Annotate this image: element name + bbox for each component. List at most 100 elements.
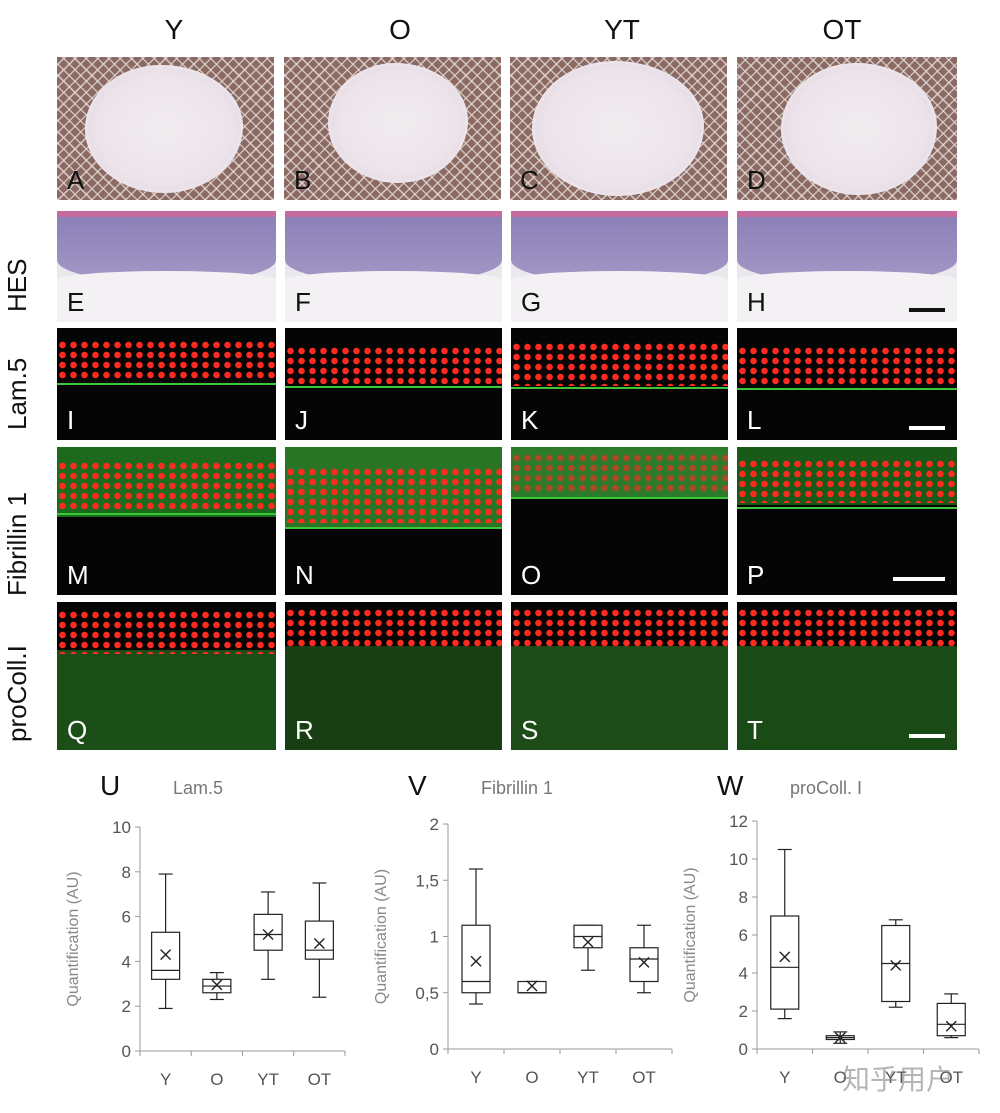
nuclei-band [57, 461, 276, 509]
row-label-hes: HES [2, 258, 32, 312]
y-tick-label: 2 [122, 997, 131, 1016]
panel-letter: A [67, 165, 85, 195]
nuclei-band [285, 467, 502, 523]
panel-t-procoll-stain: T [737, 602, 957, 750]
panel-b-macro-image: B [284, 57, 501, 200]
panel-g-hes-section: G [511, 211, 728, 322]
nuclei-band [511, 608, 728, 648]
y-tick-label: 0 [430, 1040, 439, 1059]
row-label-lam5: Lam.5 [2, 357, 32, 430]
epidermis [511, 211, 728, 281]
fibrillin-line [511, 497, 728, 499]
y-axis-label: Quantification (AU) [65, 871, 82, 1006]
y-tick-label: 12 [729, 812, 748, 831]
column-label-o: O [389, 14, 411, 45]
dermis [511, 271, 728, 322]
nuclei-band [737, 459, 957, 503]
panel-letter: F [295, 287, 311, 317]
epidermis [57, 211, 276, 281]
panel-letter: J [295, 405, 308, 435]
basement-membrane [285, 386, 502, 388]
scale-bar [909, 734, 945, 738]
mean-marker [779, 951, 791, 963]
panel-h-hes-section: H [737, 211, 957, 322]
skin-disc [328, 63, 468, 183]
x-tick-label: O [834, 1068, 847, 1087]
panel-letter: O [521, 560, 542, 590]
watermark: 知乎用户 [842, 1064, 955, 1095]
fibrillin-line [737, 507, 957, 509]
basement-membrane [511, 387, 728, 389]
y-tick-label: 4 [739, 964, 748, 983]
row-label-procoll: proColl.I [2, 645, 32, 742]
y-tick-label: 6 [739, 926, 748, 945]
panel-letter: R [295, 715, 314, 745]
panel-c-macro-image: C [510, 57, 727, 200]
x-tick-label: YT [257, 1070, 279, 1089]
mean-marker [582, 936, 594, 948]
x-tick-label: OT [632, 1068, 656, 1087]
panel-letter: M [67, 560, 89, 590]
panel-r-procoll-stain: R [285, 602, 502, 750]
scale-bar [893, 577, 945, 581]
panel-letter: G [521, 287, 542, 317]
panel-n-fibrillin-stain: N [285, 447, 502, 595]
y-tick-label: 1 [430, 928, 439, 947]
panel-letter: Q [67, 715, 88, 745]
mean-marker [470, 955, 482, 967]
mean-marker [313, 937, 325, 949]
panel-letter: E [67, 287, 85, 317]
panel-p-fibrillin-stain: P [737, 447, 957, 595]
epidermis [737, 211, 957, 281]
nuclei-band [57, 610, 276, 654]
nuclei-band [737, 346, 957, 386]
panel-q-procoll-stain: Q [57, 602, 276, 750]
dermis [57, 271, 276, 322]
mean-marker [211, 979, 223, 991]
box [253, 913, 283, 951]
box [770, 915, 800, 1010]
mean-marker [526, 980, 538, 992]
y-tick-label: 10 [729, 850, 748, 869]
panel-i-lam5-stain: I [57, 328, 276, 440]
box [304, 920, 334, 960]
panel-j-lam5-stain: J [285, 328, 502, 440]
x-tick-label: Y [779, 1068, 790, 1087]
fibrillin-line [285, 527, 502, 529]
panel-letter: B [294, 165, 312, 195]
x-tick-label: OT [939, 1068, 963, 1087]
chart-panel-letter: U [100, 770, 120, 801]
y-tick-label: 10 [112, 818, 131, 837]
y-tick-label: 0 [739, 1040, 748, 1059]
x-tick-label: OT [308, 1070, 332, 1089]
nuclei-band [57, 340, 276, 382]
nuclei-band [737, 608, 957, 648]
box [936, 1002, 966, 1037]
panel-d-macro-image: D [737, 57, 957, 200]
skin-disc [781, 63, 937, 195]
y-tick-label: 6 [122, 908, 131, 927]
y-tick-label: 0 [122, 1042, 131, 1061]
y-tick-label: 2 [430, 815, 439, 834]
panel-letter: N [295, 560, 314, 590]
dermis [285, 271, 502, 322]
nuclei-band [285, 608, 502, 648]
panel-m-fibrillin-stain: M [57, 447, 276, 595]
chart-title: proColl. I [790, 778, 862, 798]
panel-letter: S [521, 715, 539, 745]
panel-o-fibrillin-stain: O [511, 447, 728, 595]
panel-letter: K [521, 405, 539, 435]
y-tick-label: 0,5 [415, 984, 439, 1003]
row-label-fibrillin: Fibrillin 1 [2, 491, 32, 596]
mean-marker [638, 956, 650, 968]
panel-letter: L [747, 405, 762, 435]
x-tick-label: YT [885, 1068, 907, 1087]
chart-title: Fibrillin 1 [481, 778, 553, 798]
x-tick-label: O [210, 1070, 223, 1089]
basement-membrane [737, 388, 957, 390]
chart-title: Lam.5 [173, 778, 223, 798]
panel-letter: C [520, 165, 539, 195]
scale-bar [909, 308, 945, 312]
panel-e-hes-section: E [57, 211, 276, 322]
